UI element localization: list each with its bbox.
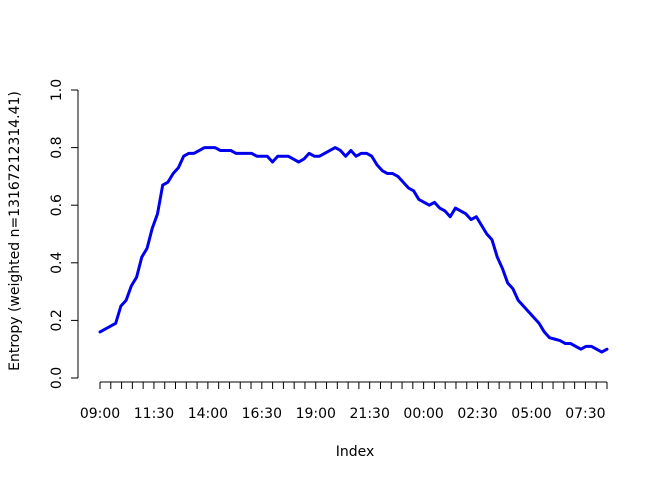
x-tick-label: 02:30 — [457, 406, 497, 422]
y-axis-title: Entropy (weighted n=13167212314.41) — [7, 91, 23, 371]
x-tick-label: 05:00 — [511, 406, 551, 422]
y-tick-label: 0.2 — [49, 309, 65, 331]
x-tick-label: 07:30 — [565, 406, 605, 422]
x-axis-title: Index — [336, 444, 375, 460]
x-tick-label: 21:30 — [350, 406, 390, 422]
series-layer — [98, 146, 609, 354]
y-tick-label: 0.6 — [49, 194, 65, 216]
x-axis: 09:00 11:30 14:00 16:30 19:00 21:30 00:00 02:30… — [80, 381, 608, 422]
x-tick-label: 14:00 — [188, 406, 228, 422]
x-tick-label: 19:00 — [296, 406, 336, 422]
x-tick-label: 00:00 — [403, 406, 443, 422]
x-tick-label: 09:00 — [80, 406, 120, 422]
y-tick-label: 0.4 — [49, 252, 65, 274]
y-tick-label: 0.0 — [49, 367, 65, 389]
y-axis: 0.0 0.2 0.4 0.6 0.8 1.0 — [49, 79, 79, 389]
x-tick-label: 11:30 — [134, 406, 174, 422]
y-tick-label: 1.0 — [49, 79, 65, 101]
y-tick-label: 0.8 — [49, 136, 65, 158]
x-tick-label: 16:30 — [242, 406, 282, 422]
entropy-series-line — [98, 146, 609, 354]
